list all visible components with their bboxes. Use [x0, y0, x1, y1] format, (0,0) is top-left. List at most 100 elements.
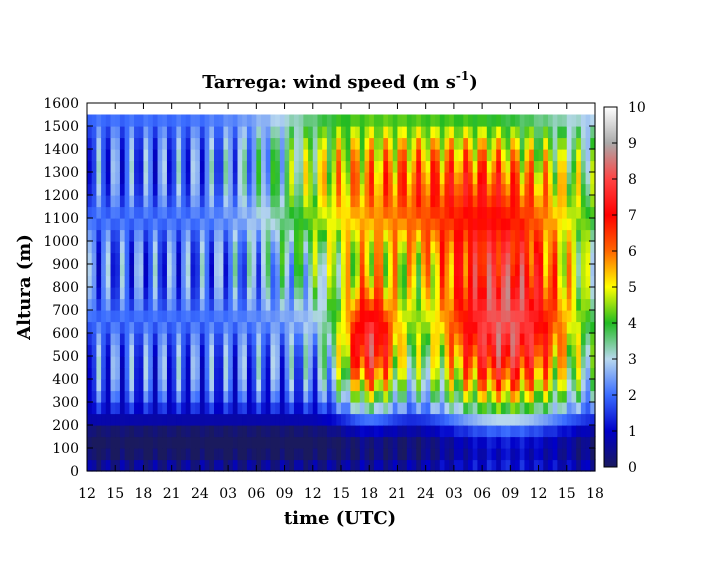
- heatmap-cell: [110, 390, 116, 403]
- heatmap-cell: [416, 264, 422, 277]
- heatmap-cell: [199, 356, 206, 369]
- heatmap-cell: [138, 229, 145, 242]
- heatmap-cell: [265, 310, 272, 323]
- heatmap-cell: [416, 275, 422, 288]
- heatmap-cell: [265, 160, 272, 173]
- heatmap-cell: [373, 137, 380, 150]
- heatmap-cell: [519, 367, 526, 380]
- heatmap-cell: [515, 264, 521, 277]
- heatmap-cell: [557, 160, 563, 173]
- heatmap-cell: [134, 379, 140, 392]
- heatmap-cell: [148, 402, 154, 415]
- heatmap-cell: [585, 298, 591, 311]
- heatmap-cell: [543, 229, 549, 242]
- heatmap-cell: [185, 379, 192, 392]
- heatmap-cell: [552, 229, 558, 242]
- heatmap-cell: [322, 379, 328, 392]
- heatmap-cell: [524, 425, 530, 438]
- heatmap-cell: [293, 344, 300, 357]
- heatmap-cell: [270, 195, 276, 208]
- heatmap-cell: [87, 287, 93, 300]
- heatmap-cell: [557, 172, 563, 185]
- heatmap-cell: [265, 195, 272, 208]
- heatmap-cell: [115, 275, 121, 288]
- heatmap-cell: [322, 264, 328, 277]
- heatmap-cell: [251, 241, 257, 254]
- heatmap-cell: [270, 287, 276, 300]
- heatmap-cell: [152, 287, 159, 300]
- heatmap-cell: [364, 149, 370, 162]
- heatmap-cell: [383, 367, 389, 380]
- heatmap-cell: [533, 402, 540, 415]
- heatmap-cell: [129, 195, 135, 208]
- heatmap-cell: [458, 425, 464, 438]
- heatmap-cell: [458, 287, 464, 300]
- heatmap-cell: [181, 206, 187, 219]
- x-tick-label: 18: [135, 486, 153, 502]
- heatmap-cell: [388, 229, 394, 242]
- heatmap-cell: [562, 390, 568, 403]
- heatmap-cell: [298, 149, 304, 162]
- heatmap-cell: [449, 206, 455, 219]
- heatmap-cell: [152, 459, 159, 472]
- heatmap-cell: [388, 206, 394, 219]
- heatmap-cell: [580, 436, 587, 449]
- heatmap-cell: [87, 114, 93, 127]
- heatmap-cell: [463, 448, 469, 461]
- heatmap-cell: [496, 344, 502, 357]
- heatmap-cell: [458, 149, 464, 162]
- heatmap-cell: [486, 356, 493, 369]
- heatmap-cell: [566, 252, 573, 265]
- heatmap-cell: [190, 321, 196, 334]
- heatmap-cell: [265, 172, 272, 185]
- heatmap-cell: [552, 218, 558, 231]
- heatmap-cell: [181, 413, 187, 426]
- heatmap-cell: [246, 218, 253, 231]
- heatmap-cell: [105, 367, 112, 380]
- heatmap-cell: [505, 379, 511, 392]
- heatmap-cell: [223, 321, 229, 334]
- heatmap-cell: [562, 310, 568, 323]
- heatmap-cell: [336, 402, 342, 415]
- heatmap-cell: [543, 275, 549, 288]
- heatmap-cell: [519, 137, 526, 150]
- heatmap-cell: [129, 310, 135, 323]
- heatmap-cell: [87, 402, 93, 415]
- heatmap-cell: [444, 149, 450, 162]
- heatmap-cell: [524, 218, 530, 231]
- heatmap-cell: [576, 310, 582, 323]
- heatmap-cell: [110, 436, 116, 449]
- heatmap-cell: [491, 425, 497, 438]
- heatmap-cell: [341, 402, 347, 415]
- heatmap-cell: [468, 448, 474, 461]
- heatmap-cell: [157, 448, 163, 461]
- heatmap-cell: [458, 436, 464, 449]
- heatmap-cell: [195, 459, 201, 472]
- heatmap-cell: [491, 287, 497, 300]
- heatmap-cell: [388, 183, 394, 196]
- heatmap-cell: [199, 172, 206, 185]
- heatmap-cell: [96, 321, 102, 334]
- heatmap-cell: [190, 379, 196, 392]
- heatmap-cell: [449, 172, 455, 185]
- heatmap-cell: [453, 310, 460, 323]
- heatmap-cell: [152, 218, 159, 231]
- heatmap-cell: [214, 321, 220, 334]
- heatmap-cell: [402, 298, 408, 311]
- heatmap-cell: [87, 356, 93, 369]
- heatmap-cell: [547, 172, 554, 185]
- heatmap-cell: [510, 379, 516, 392]
- heatmap-cell: [143, 390, 149, 403]
- heatmap-cell: [477, 310, 483, 323]
- heatmap-cell: [326, 402, 333, 415]
- heatmap-cell: [265, 287, 272, 300]
- heatmap-cell: [580, 264, 587, 277]
- heatmap-cell: [275, 436, 281, 449]
- heatmap-cell: [580, 252, 587, 265]
- heatmap-cell: [496, 459, 502, 472]
- heatmap-cell: [228, 333, 234, 346]
- heatmap-cell: [218, 356, 224, 369]
- heatmap-cell: [519, 241, 526, 254]
- heatmap-cell: [162, 264, 168, 277]
- heatmap-cell: [162, 126, 168, 139]
